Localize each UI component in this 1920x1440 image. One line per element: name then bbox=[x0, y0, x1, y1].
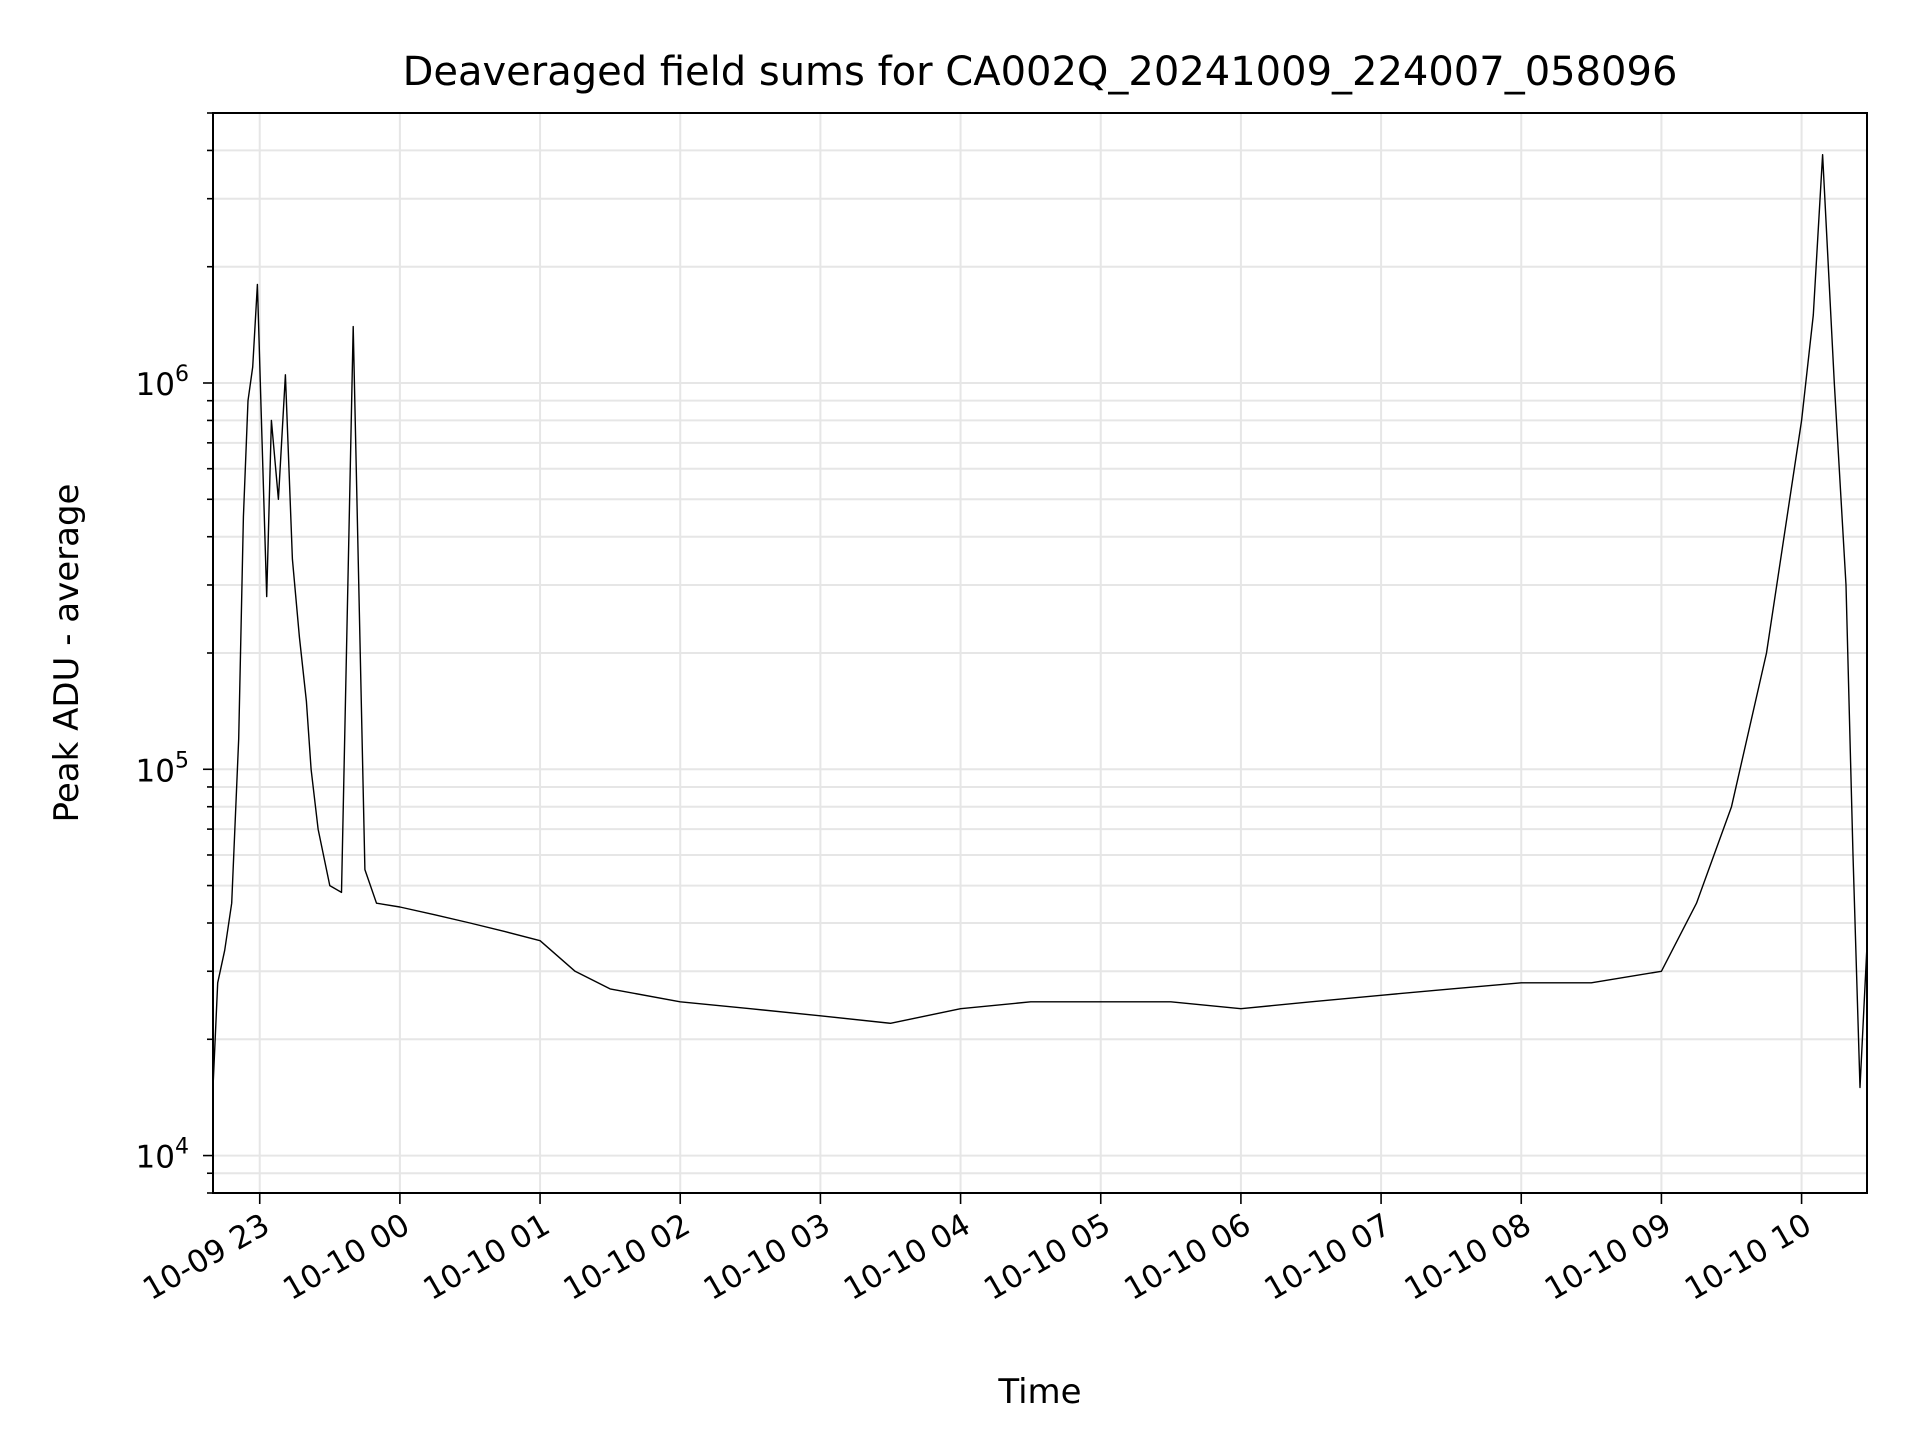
y-tick-label: 105 bbox=[136, 748, 189, 789]
grid bbox=[213, 112, 1867, 1194]
y-tick-label: 104 bbox=[136, 1135, 189, 1176]
y-tick-label: 106 bbox=[136, 362, 189, 403]
series-line bbox=[212, 154, 1868, 1089]
chart-title: Deaveraged field sums for CA002Q_2024100… bbox=[403, 49, 1678, 95]
series-path bbox=[212, 154, 1868, 1089]
y-axis-label: Peak ADU - average bbox=[47, 484, 87, 823]
x-axis-label: Time bbox=[997, 1372, 1081, 1412]
